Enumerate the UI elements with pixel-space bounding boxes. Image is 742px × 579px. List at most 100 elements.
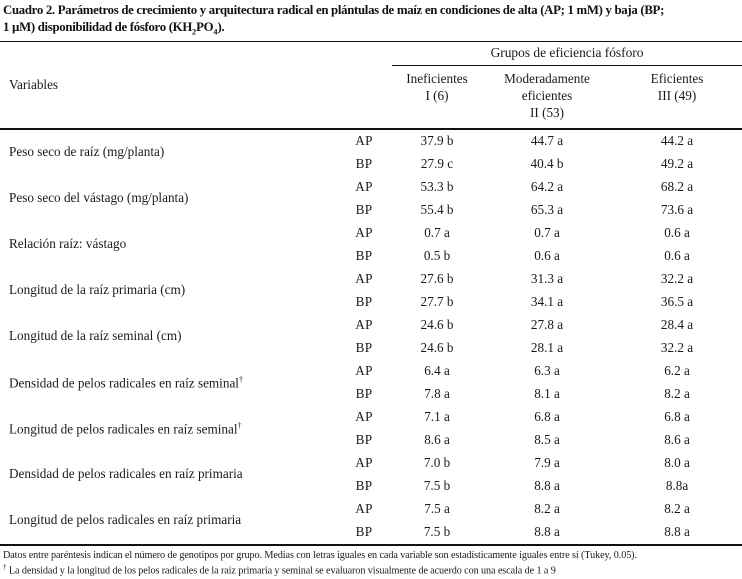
value-cell: 28.1 a — [530, 339, 564, 355]
condition-label: BP — [355, 339, 373, 355]
value-cell: 64.2 a — [530, 178, 564, 194]
variables-column-header: Variables — [0, 41, 393, 130]
table-row: BP 55.4 b 65.3 a 73.6 a — [0, 199, 742, 222]
condition-label: BP — [355, 523, 373, 539]
condition-label: BP — [355, 293, 373, 309]
table-row: Peso seco de raíz (mg/planta) AP 37.9 b 44.… — [0, 129, 742, 159]
value-cell: 49.2 a — [660, 155, 694, 171]
table-row: BP 27.7 b 34.1 a 36.5 a — [0, 291, 742, 314]
value-cell: 34.1 a — [530, 293, 564, 309]
condition-label: AP — [355, 362, 373, 378]
table-row: BP 8.6 a 8.5 a 8.6 a — [0, 429, 742, 452]
value-cell: 27.7 b — [420, 293, 454, 309]
condition-label: BP — [355, 201, 373, 217]
dagger-icon: † — [3, 562, 7, 571]
table-row: Longitud de la raíz seminal (cm) AP 24.6 b… — [0, 314, 742, 343]
value-cell: 7.8 a — [424, 385, 450, 401]
caption-subscript: 2 — [191, 27, 197, 37]
condition-label: AP — [355, 408, 373, 424]
caption-text: PO — [196, 19, 214, 34]
variable-label: Peso seco del vástago (mg/planta) — [9, 190, 189, 206]
value-cell: 73.6 a — [660, 201, 694, 217]
value-cell: 6.4 a — [424, 362, 450, 378]
variable-label: Longitud de pelos radicales en raíz semi… — [9, 420, 242, 437]
value-cell: 37.9 b — [420, 132, 454, 148]
table-row: Longitud de pelos radicales en raíz semi… — [0, 406, 742, 436]
table-body: Peso seco de raíz (mg/planta) AP 37.9 b 44.… — [0, 129, 742, 545]
value-cell: 28.4 a — [660, 316, 694, 332]
value-cell: 8.1 a — [534, 385, 560, 401]
condition-label: BP — [355, 385, 373, 401]
value-cell: 0.7 a — [534, 224, 560, 240]
dagger-symbol: † — [237, 420, 242, 430]
table-row: Longitud de la raíz primaria (cm) AP 27.6 … — [0, 268, 742, 297]
value-cell: 6.3 a — [534, 362, 560, 378]
caption-text: Cuadro 2. Parámetros de crecimiento y ar… — [3, 3, 665, 34]
table-row: Densidad de pelos radicales en raíz prim… — [0, 452, 742, 481]
value-cell: 7.5 a — [424, 500, 450, 516]
table-row: BP 7.5 b 8.8 a 8.8a — [0, 475, 742, 498]
condition-label: AP — [355, 500, 373, 516]
value-cell: 24.6 b — [420, 316, 454, 332]
column-header-moderate: Moderadamente eficientes II (53) — [482, 65, 613, 130]
value-cell: 8.5 a — [534, 431, 560, 447]
value-cell: 7.1 a — [424, 408, 450, 424]
value-cell: 8.2 a — [664, 500, 690, 516]
variable-label: Longitud de la raíz seminal (cm) — [9, 328, 182, 344]
table-row: BP 7.8 a 8.1 a 8.2 a — [0, 383, 742, 406]
condition-label: AP — [355, 178, 373, 194]
table-row: Densidad de pelos radicales en raíz semi… — [0, 360, 742, 390]
value-cell: 40.4 b — [530, 155, 564, 171]
caption-subscript: 4 — [213, 27, 218, 37]
table-row: Relación raíz: vástago AP 0.7 a 0.7 a 0.6 a — [0, 222, 742, 251]
variable-label: Densidad de pelos radicales en raíz prim… — [9, 466, 243, 482]
value-cell: 53.3 b — [420, 178, 454, 194]
value-cell: 8.8a — [665, 477, 689, 493]
value-cell: 6.8 a — [534, 408, 560, 424]
table-caption: Cuadro 2. Parámetros de crecimiento y ar… — [0, 0, 742, 41]
condition-label: BP — [355, 247, 373, 263]
value-cell: 8.0 a — [664, 454, 690, 470]
value-cell: 36.5 a — [660, 293, 694, 309]
value-cell: 0.6 a — [664, 247, 690, 263]
condition-label: AP — [355, 224, 373, 240]
value-cell: 7.5 b — [423, 523, 451, 539]
value-cell: 27.9 c — [420, 155, 454, 171]
table-row: BP 0.5 b 0.6 a 0.6 a — [0, 245, 742, 268]
value-cell: 55.4 b — [420, 201, 454, 217]
variable-label: Relación raíz: vástago — [9, 236, 127, 252]
header-row-groups: Variables Grupos de eficiencia fósforo — [0, 41, 742, 130]
table-row: Peso seco del vástago (mg/planta) AP 53.3 … — [0, 176, 742, 205]
value-cell: 0.5 b — [423, 247, 451, 263]
footnote-dagger-scale: † La densidad y la longitud de los pelos… — [3, 563, 739, 579]
table-header: Variables Grupos de eficiencia fósforo I… — [0, 41, 742, 130]
caption-text: ). — [217, 19, 225, 34]
table-row: Longitud de pelos radicales en raíz prim… — [0, 498, 742, 527]
column-header-efficient: Eficientes III (49) — [612, 65, 742, 130]
value-cell: 7.0 b — [423, 454, 451, 470]
value-cell: 32.2 a — [660, 270, 694, 286]
footnote-dagger-text: La densidad y la longitud de los pelos r… — [6, 565, 556, 577]
condition-label: AP — [355, 132, 373, 148]
value-cell: 6.2 a — [664, 362, 690, 378]
footnotes: Datos entre paréntesis indican el número… — [0, 546, 742, 579]
value-cell: 44.7 a — [530, 132, 564, 148]
value-cell: 65.3 a — [530, 201, 564, 217]
variable-label: Longitud de pelos radicales en raíz prim… — [9, 512, 242, 528]
condition-label: BP — [355, 155, 373, 171]
variable-label: Peso seco de raíz (mg/planta) — [9, 144, 165, 160]
value-cell: 0.6 a — [664, 224, 690, 240]
value-cell: 7.9 a — [534, 454, 560, 470]
value-cell: 8.6 a — [664, 431, 690, 447]
value-cell: 7.5 b — [423, 477, 451, 493]
value-cell: 31.3 a — [530, 270, 564, 286]
dagger-symbol: † — [238, 374, 244, 384]
value-cell: 8.8 a — [664, 523, 690, 539]
column-header-inefficient: Ineficientes I (6) — [392, 65, 483, 130]
table-row: BP 7.5 b 8.8 a 8.8 a — [0, 521, 742, 545]
footnote-genotypes: Datos entre paréntesis indican el número… — [3, 549, 637, 561]
table-row: BP 24.6 b 28.1 a 32.2 a — [0, 337, 742, 360]
value-cell: 0.6 a — [534, 247, 560, 263]
value-cell: 0.7 a — [424, 224, 450, 240]
